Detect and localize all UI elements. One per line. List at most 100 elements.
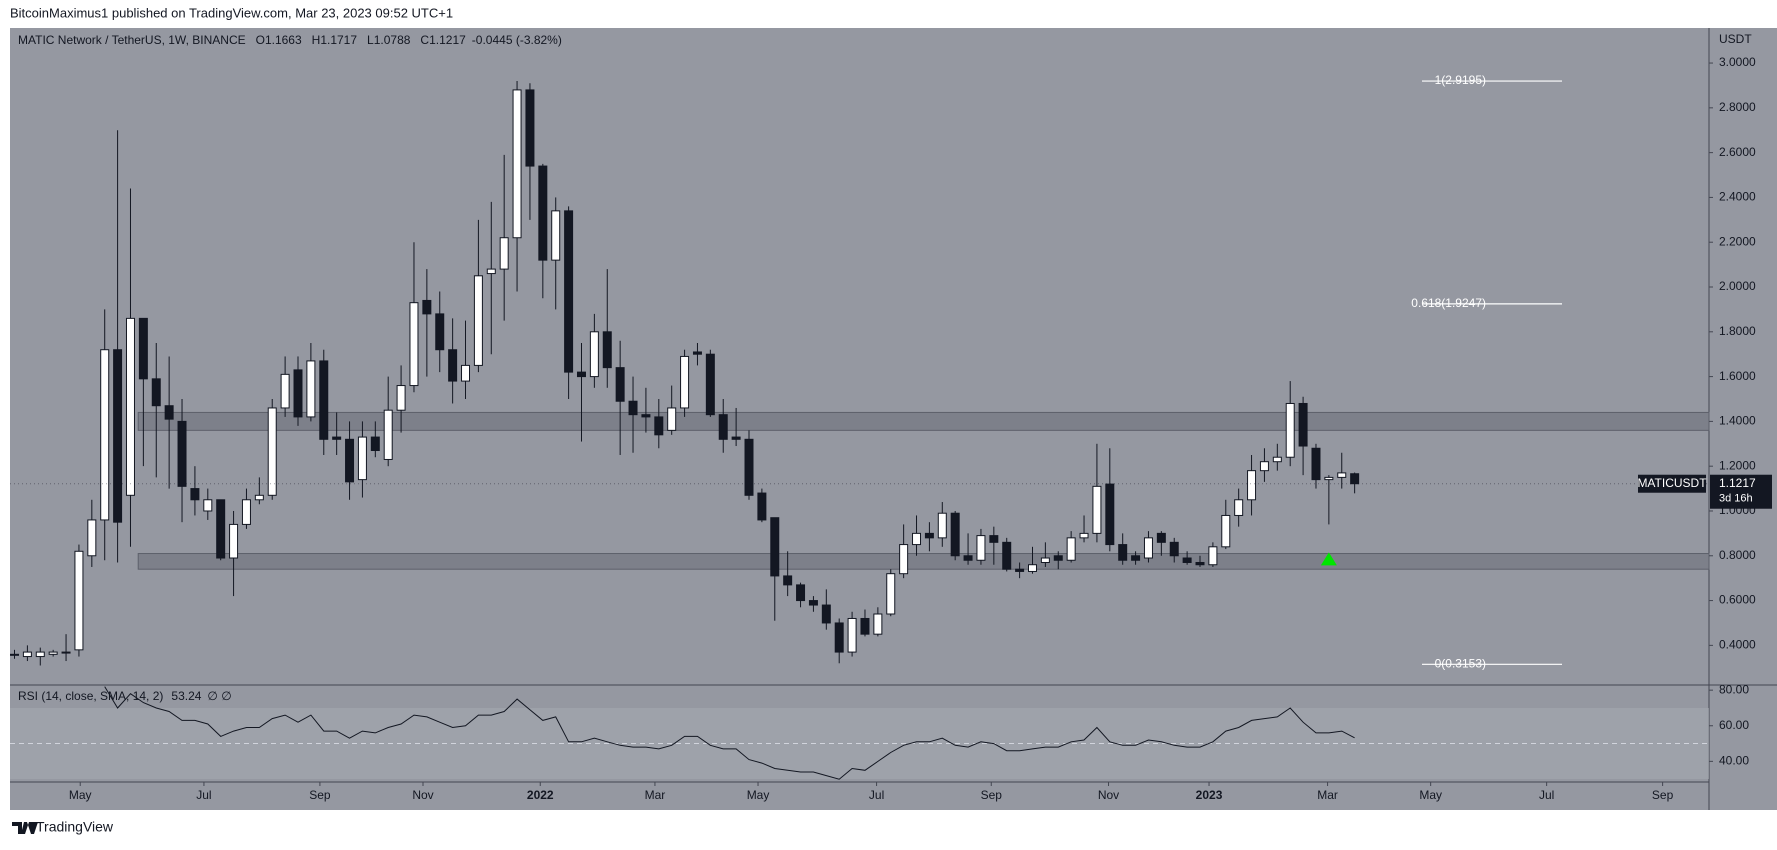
- candle: [448, 318, 458, 404]
- candle: [950, 510, 960, 561]
- symbol-tag-text: MATICUSDT: [1637, 476, 1707, 490]
- x-tick-label: Sep: [309, 788, 331, 802]
- candle-body: [989, 535, 999, 543]
- candle: [435, 291, 445, 373]
- candle: [744, 430, 754, 500]
- candle: [1053, 551, 1063, 570]
- candle: [641, 387, 651, 433]
- candle-body: [1131, 555, 1141, 561]
- candle-body: [1105, 483, 1115, 546]
- legend-value: 1.1217: [429, 33, 466, 47]
- candle: [1350, 472, 1360, 494]
- candle: [512, 80, 522, 292]
- candle-body: [35, 651, 45, 658]
- candle-body: [1337, 472, 1347, 478]
- candle: [1040, 542, 1050, 567]
- candle: [1169, 537, 1179, 563]
- candle-body: [692, 351, 702, 355]
- candle-body: [473, 275, 483, 366]
- candle: [1272, 443, 1282, 471]
- candle-body: [190, 488, 200, 501]
- candle-body: [1169, 541, 1179, 557]
- candle: [396, 365, 406, 433]
- candle-body: [74, 550, 84, 651]
- candle-body: [667, 407, 677, 431]
- legend-value: 1.0788: [374, 33, 411, 47]
- candle-body: [241, 499, 251, 525]
- brand: TradingView: [36, 819, 114, 835]
- candle-body: [641, 414, 651, 418]
- candle-body: [1015, 568, 1025, 572]
- rsi-y-tick-label: 60.00: [1719, 718, 1749, 732]
- candle: [989, 526, 999, 565]
- axis-unit: USDT: [1719, 32, 1752, 46]
- candle: [783, 551, 793, 597]
- legend-key: H: [312, 33, 321, 47]
- candle: [332, 412, 342, 455]
- candle-body: [1002, 541, 1012, 570]
- candle: [1221, 499, 1231, 550]
- legend-value: 1.1663: [265, 33, 302, 47]
- candle: [1105, 448, 1115, 552]
- y-tick-label: 2.4000: [1719, 190, 1756, 204]
- candle-body: [306, 360, 316, 418]
- candle: [1143, 531, 1153, 563]
- candle: [499, 154, 509, 321]
- candle-body: [254, 494, 264, 501]
- candle: [1002, 537, 1012, 572]
- candle-body: [628, 400, 638, 416]
- tv-logo: [12, 822, 38, 834]
- x-tick-label: Mar: [645, 788, 666, 802]
- candle-body: [821, 604, 831, 624]
- candle: [770, 517, 780, 621]
- candle-body: [963, 555, 973, 561]
- candle: [628, 376, 638, 453]
- x-tick-label: May: [1419, 788, 1442, 802]
- rsi-last-value: 53.24: [171, 689, 201, 703]
- candle-body: [564, 210, 574, 373]
- x-tick-label: Sep: [981, 788, 1003, 802]
- candle: [319, 349, 329, 455]
- candle: [1027, 546, 1037, 574]
- candle: [834, 618, 844, 664]
- candle-body: [383, 409, 393, 460]
- candle: [1079, 515, 1089, 543]
- legend-key: C: [420, 33, 429, 47]
- candle-body: [293, 369, 303, 418]
- x-tick-label: 2023: [1196, 788, 1223, 802]
- candle-body: [1350, 473, 1360, 485]
- candle: [1337, 452, 1347, 489]
- candle: [1195, 555, 1205, 567]
- legend-value: 1.1717: [320, 33, 357, 47]
- candle: [10, 649, 20, 659]
- candle-body: [680, 355, 690, 409]
- candle: [138, 317, 148, 467]
- candle-body: [280, 373, 290, 409]
- candle: [538, 163, 548, 299]
- y-tick-label: 0.8000: [1719, 548, 1756, 562]
- candle-body: [886, 573, 896, 615]
- rsi-y-tick-label: 80.00: [1719, 682, 1749, 696]
- candle: [924, 522, 934, 552]
- candle: [486, 201, 496, 355]
- candle-body: [345, 438, 355, 483]
- legend: MATIC Network / TetherUS, 1W, BINANCE O1.…: [18, 33, 562, 47]
- candle: [151, 343, 161, 478]
- x-tick-label: Jul: [1539, 788, 1554, 802]
- y-tick-label: 1.2000: [1719, 458, 1756, 472]
- candle: [1311, 443, 1321, 489]
- candle-body: [602, 331, 612, 369]
- candle: [1066, 531, 1076, 563]
- rsi-line: [104, 686, 1355, 780]
- candle: [576, 343, 586, 442]
- candle-body: [1298, 402, 1308, 447]
- candle-body: [512, 89, 522, 239]
- candle: [976, 528, 986, 565]
- candle-body: [1182, 557, 1192, 563]
- price-tag: [1710, 474, 1772, 509]
- candle: [731, 407, 741, 447]
- candle: [1234, 488, 1244, 527]
- candle-body: [873, 613, 883, 635]
